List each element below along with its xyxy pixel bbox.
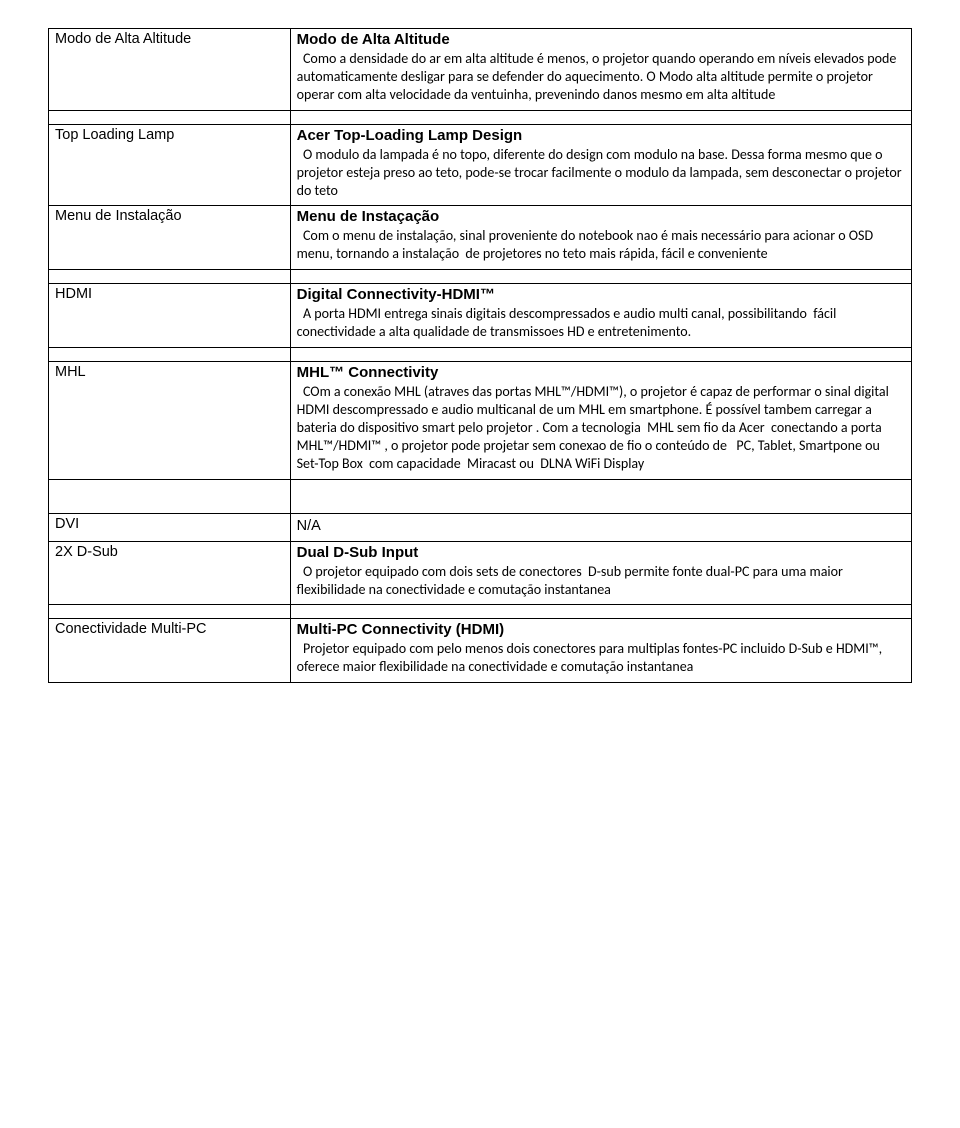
feature-label: Modo de Alta Altitude <box>49 29 291 111</box>
document-page: Modo de Alta Altitude Modo de Alta Altit… <box>0 0 960 723</box>
feature-desc: Menu de Instaçação Com o menu de instala… <box>290 206 911 270</box>
feature-label: Conectividade Multi-PC <box>49 619 291 683</box>
gap-row <box>49 348 912 362</box>
table-row: HDMI Digital Connectivity-HDMI™ A porta … <box>49 284 912 348</box>
table-row: Modo de Alta Altitude Modo de Alta Altit… <box>49 29 912 111</box>
table-row: DVI N/A <box>49 513 912 541</box>
gap-row <box>49 479 912 513</box>
feature-label: Top Loading Lamp <box>49 124 291 206</box>
feature-desc: Dual D-Sub Input O projetor equipado com… <box>290 541 911 605</box>
feature-body: COm a conexão MHL (atraves das portas MH… <box>297 383 905 473</box>
gap-row <box>49 110 912 124</box>
gap-row <box>49 270 912 284</box>
feature-heading: Multi-PC Connectivity (HDMI) <box>297 621 905 638</box>
feature-desc: Modo de Alta Altitude Como a densidade d… <box>290 29 911 111</box>
feature-body: A porta HDMI entrega sinais digitais des… <box>297 305 905 341</box>
feature-desc: Digital Connectivity-HDMI™ A porta HDMI … <box>290 284 911 348</box>
feature-label: 2X D-Sub <box>49 541 291 605</box>
table-row: Conectividade Multi-PC Multi-PC Connecti… <box>49 619 912 683</box>
gap-row <box>49 605 912 619</box>
feature-body: Como a densidade do ar em alta altitude … <box>297 50 905 104</box>
feature-heading: Acer Top-Loading Lamp Design <box>297 127 905 144</box>
feature-desc: MHL™ Connectivity COm a conexão MHL (atr… <box>290 362 911 480</box>
feature-desc: N/A <box>290 513 911 541</box>
feature-heading: Modo de Alta Altitude <box>297 31 905 48</box>
feature-body: Projetor equipado com pelo menos dois co… <box>297 640 905 676</box>
feature-desc: Multi-PC Connectivity (HDMI) Projetor eq… <box>290 619 911 683</box>
table-row: 2X D-Sub Dual D-Sub Input O projetor equ… <box>49 541 912 605</box>
feature-label: DVI <box>49 513 291 541</box>
feature-label: HDMI <box>49 284 291 348</box>
table-row: Top Loading Lamp Acer Top-Loading Lamp D… <box>49 124 912 206</box>
feature-na: N/A <box>297 518 321 534</box>
feature-body: O modulo da lampada é no topo, diferente… <box>297 146 905 200</box>
feature-heading: Digital Connectivity-HDMI™ <box>297 286 905 303</box>
feature-heading: Dual D-Sub Input <box>297 544 905 561</box>
feature-desc: Acer Top-Loading Lamp Design O modulo da… <box>290 124 911 206</box>
feature-heading: MHL™ Connectivity <box>297 364 905 381</box>
table-row: MHL MHL™ Connectivity COm a conexão MHL … <box>49 362 912 480</box>
feature-body: O projetor equipado com dois sets de con… <box>297 563 905 599</box>
feature-label: MHL <box>49 362 291 480</box>
feature-heading: Menu de Instaçação <box>297 208 905 225</box>
feature-body: Com o menu de instalação, sinal provenie… <box>297 227 905 263</box>
feature-label: Menu de Instalação <box>49 206 291 270</box>
table-row: Menu de Instalação Menu de Instaçação Co… <box>49 206 912 270</box>
feature-table: Modo de Alta Altitude Modo de Alta Altit… <box>48 28 912 683</box>
